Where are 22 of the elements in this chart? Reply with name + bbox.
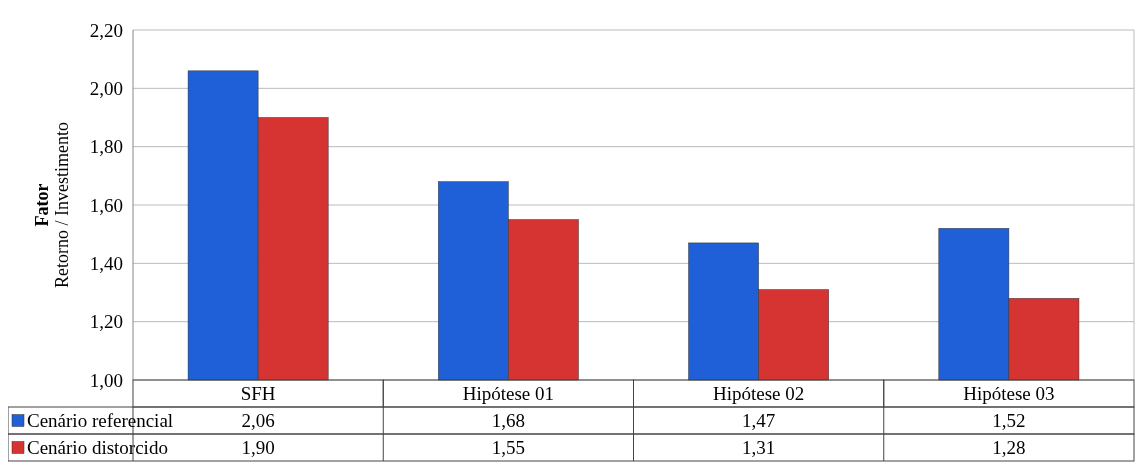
x-tick-label: Hipótese 03 xyxy=(963,383,1055,405)
y-tick-label: 1,20 xyxy=(89,311,123,333)
y-tick-label: 1,40 xyxy=(89,252,123,274)
data-label: 1,55 xyxy=(491,437,525,459)
y-tick-label: 2,20 xyxy=(89,19,123,41)
y-tick-label: 1,60 xyxy=(89,194,123,216)
x-tick-label: Hipótese 01 xyxy=(462,383,555,405)
x-tick-label: SFH xyxy=(240,383,276,405)
legend-label: Cenário referencial xyxy=(27,410,174,432)
y-axis-title: Fator Retorno / Investimento xyxy=(32,122,72,288)
y-tick-label: 1,00 xyxy=(89,369,123,391)
x-tick-label: Hipótese 02 xyxy=(712,383,805,405)
data-label: 1,31 xyxy=(742,437,776,459)
data-label: 1,52 xyxy=(992,410,1026,432)
data-label: 1,68 xyxy=(491,410,525,432)
y-tick-label: 2,00 xyxy=(89,77,123,99)
data-label: 1,47 xyxy=(742,410,776,432)
data-label: 2,06 xyxy=(241,410,275,432)
legend-label: Cenário distorcido xyxy=(27,437,168,459)
data-label: 1,90 xyxy=(241,437,275,459)
data-label: 1,28 xyxy=(992,437,1026,459)
y-tick-label: 1,80 xyxy=(89,136,123,158)
